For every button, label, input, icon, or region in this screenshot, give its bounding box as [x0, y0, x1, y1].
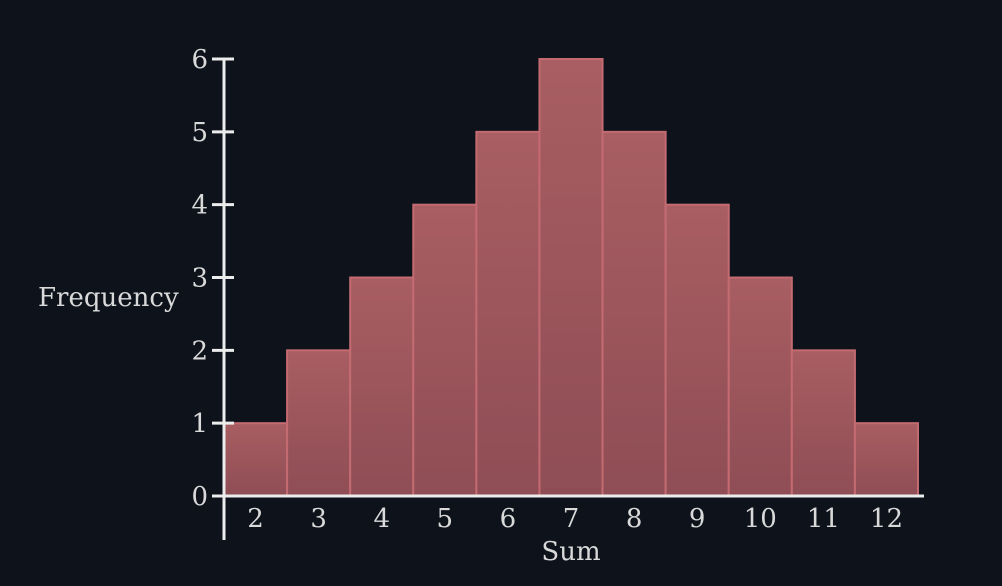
- bar-2: [223, 422, 289, 497]
- x-tick-label: 7: [563, 504, 580, 534]
- x-tick-label: 9: [689, 504, 706, 534]
- x-tick-label: 10: [744, 504, 777, 534]
- bar-5: [412, 203, 478, 498]
- x-tick-label: 11: [807, 504, 840, 534]
- bar-8: [601, 130, 667, 497]
- x-tick-label: 2: [247, 504, 264, 534]
- y-tick-label: 0: [191, 482, 208, 512]
- x-tick-label: 3: [310, 504, 327, 534]
- x-tick-label: 5: [437, 504, 454, 534]
- y-tick-label: 2: [191, 336, 208, 366]
- bar-3: [286, 349, 352, 498]
- x-ticks-group: 2 3 4 5 6 7 8 9 10 11 12: [247, 504, 903, 534]
- bar-6: [475, 130, 541, 497]
- y-tick-label: 1: [191, 409, 208, 439]
- x-axis-title: Sum: [541, 537, 600, 567]
- bar-10: [727, 276, 793, 497]
- y-axis-title: Frequency: [38, 283, 179, 313]
- bar-7: [538, 58, 604, 497]
- y-tick-label: 3: [191, 264, 208, 294]
- bars-group: [223, 58, 920, 498]
- x-tick-label: 6: [500, 504, 517, 534]
- bar-9: [664, 203, 730, 498]
- y-tick-label: 6: [191, 45, 208, 75]
- bar-11: [790, 349, 856, 498]
- y-tick-label: 4: [191, 191, 208, 221]
- y-ticks-group: 0 1 2 3 4 5 6: [191, 45, 234, 512]
- y-tick-label: 5: [191, 118, 208, 148]
- axes-group: [212, 59, 924, 540]
- bar-12: [853, 422, 920, 497]
- x-tick-label: 8: [626, 504, 643, 534]
- bar-4: [349, 276, 415, 497]
- x-tick-label: 12: [870, 504, 903, 534]
- x-tick-label: 4: [373, 504, 390, 534]
